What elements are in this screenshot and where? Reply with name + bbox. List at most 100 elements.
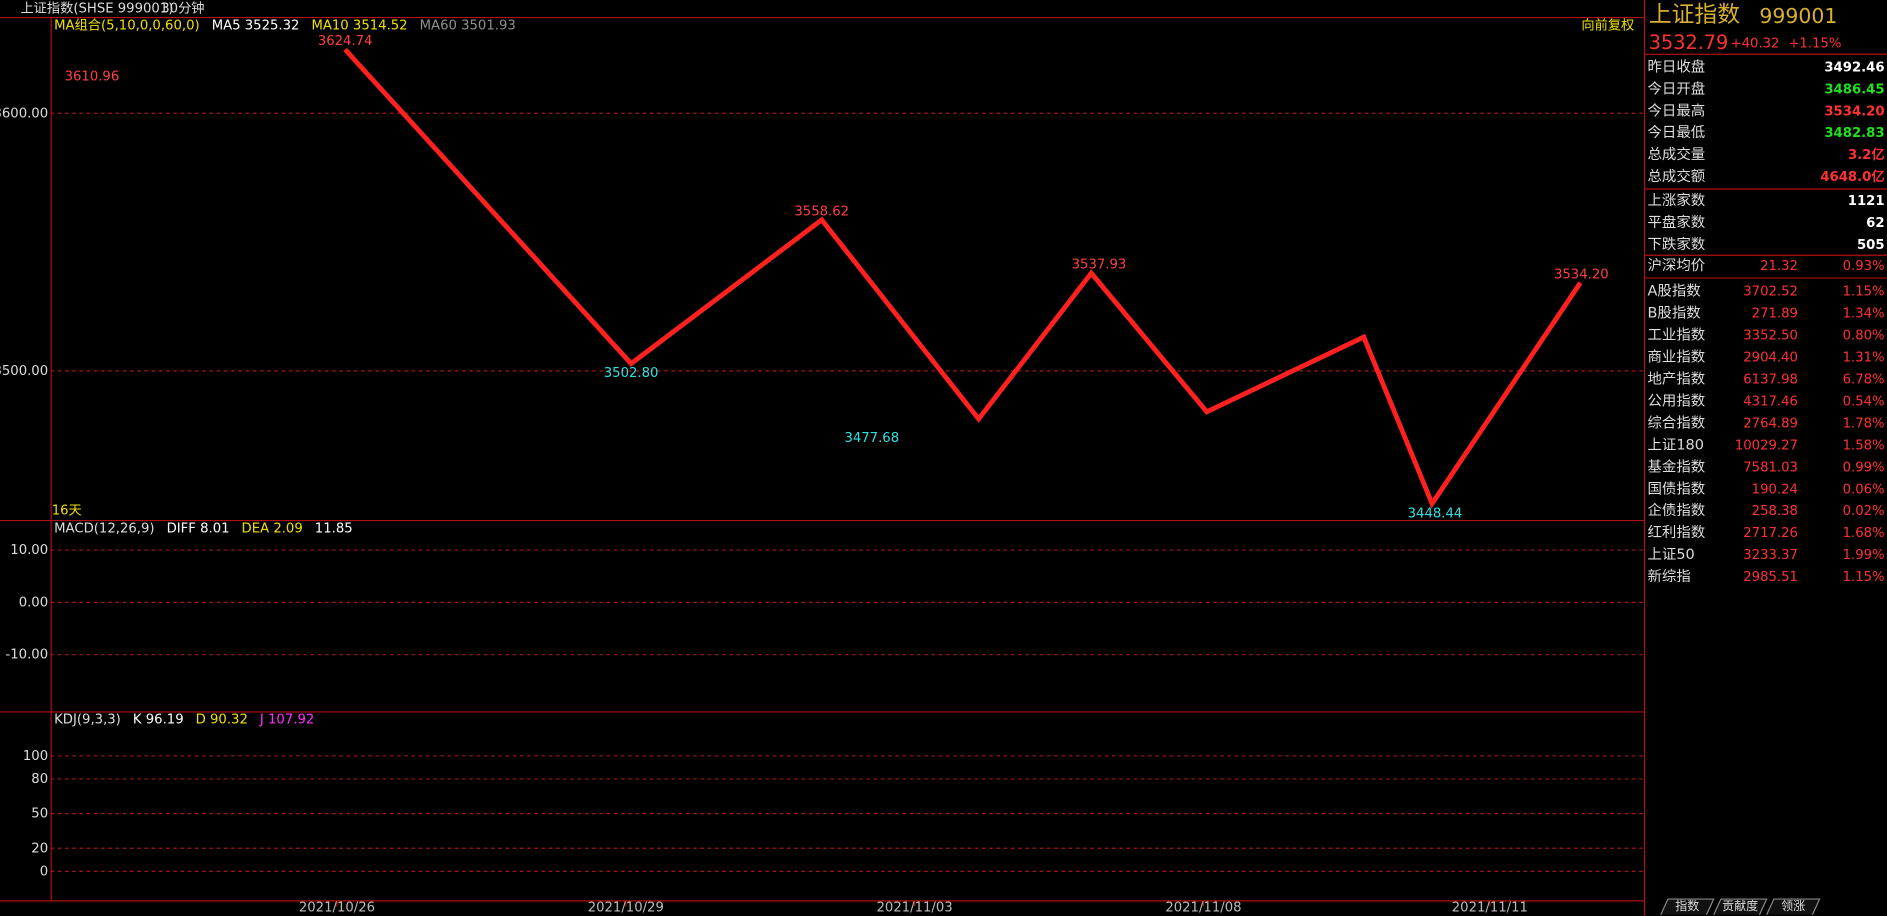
row-label: 今日最低 bbox=[1648, 124, 1706, 141]
legend-item: 11.85 bbox=[315, 521, 353, 536]
row-change: 0.54% bbox=[1843, 394, 1885, 409]
row-value: 3352.50 bbox=[1743, 329, 1798, 344]
row-label: 沪深均价 bbox=[1648, 257, 1706, 274]
quote-name: 上证指数 bbox=[1649, 2, 1741, 28]
x-tick-label: 2021/11/08 bbox=[1165, 900, 1241, 915]
row-change: 0.93% bbox=[1843, 259, 1885, 274]
row-value: 3702.52 bbox=[1743, 285, 1798, 300]
row-label: 上证50 bbox=[1648, 546, 1695, 563]
x-tick-label: 2021/10/29 bbox=[588, 900, 664, 915]
row-change: 0.06% bbox=[1843, 482, 1885, 497]
row-label: 企债指数 bbox=[1648, 502, 1706, 519]
x-tick-label: 2021/11/03 bbox=[877, 900, 953, 915]
row-change: 0.02% bbox=[1843, 504, 1885, 519]
row-value: 62 bbox=[1866, 216, 1884, 231]
row-value: 1121 bbox=[1848, 194, 1885, 209]
y-tick-label: 50 bbox=[31, 807, 48, 822]
symbol-title[interactable]: 上证指数(SHSE 999001) bbox=[20, 1, 173, 17]
legend-item: K 96.19 bbox=[133, 713, 184, 728]
quote-code: 999001 bbox=[1759, 4, 1837, 28]
legend-item: MA60 3501.93 bbox=[420, 18, 516, 33]
row-change: 0.99% bbox=[1843, 460, 1885, 475]
row-value: 3482.83 bbox=[1824, 126, 1884, 141]
y-tick-label: 0.00 bbox=[19, 595, 48, 610]
row-label: 今日最高 bbox=[1648, 102, 1706, 119]
row-change: 1.68% bbox=[1843, 526, 1885, 541]
row-value: 7581.03 bbox=[1743, 460, 1798, 475]
y-tick-label: 80 bbox=[31, 772, 48, 787]
y-tick-label: 3500.00 bbox=[0, 364, 48, 379]
row-label: 平盘家数 bbox=[1648, 213, 1706, 231]
row-label: 工业指数 bbox=[1648, 327, 1706, 344]
tab-label[interactable]: 领涨 bbox=[1781, 898, 1805, 913]
x-tick-label: 2021/11/11 bbox=[1452, 900, 1528, 915]
y-tick-label: 20 bbox=[31, 841, 48, 856]
quote-price: 3532.79 bbox=[1649, 31, 1729, 54]
row-value: 3534.20 bbox=[1824, 104, 1884, 119]
legend-item: MACD(12,26,9) bbox=[54, 521, 154, 536]
row-change: 0.80% bbox=[1843, 329, 1885, 344]
y-tick-label: 3600.00 bbox=[0, 106, 48, 121]
price-annotation: 3610.96 bbox=[65, 70, 120, 85]
row-label: 总成交额 bbox=[1648, 167, 1706, 185]
row-value: 2904.40 bbox=[1743, 351, 1798, 366]
zigzag-line bbox=[343, 47, 1583, 509]
row-value: 2764.89 bbox=[1743, 416, 1798, 431]
x-tick-label: 2021/10/26 bbox=[299, 900, 375, 915]
quote-pct: +1.15% bbox=[1788, 36, 1841, 51]
row-label: 上证180 bbox=[1648, 436, 1704, 453]
legend-item: DEA 2.09 bbox=[242, 521, 303, 536]
row-label: 总成交量 bbox=[1648, 145, 1706, 163]
legend-item: KDJ(9,3,3) bbox=[54, 713, 121, 728]
row-change: 1.15% bbox=[1843, 285, 1885, 300]
price-annotation: 3558.62 bbox=[794, 204, 849, 219]
row-change: 1.31% bbox=[1843, 351, 1885, 366]
row-label: B股指数 bbox=[1648, 305, 1702, 322]
row-value: 3492.46 bbox=[1824, 60, 1884, 75]
row-label: 红利指数 bbox=[1648, 524, 1706, 541]
row-label: 综合指数 bbox=[1648, 414, 1706, 431]
row-value: 10029.27 bbox=[1735, 438, 1798, 453]
row-label: 公用指数 bbox=[1648, 392, 1706, 409]
row-change: 1.34% bbox=[1843, 307, 1885, 322]
row-value: 2717.26 bbox=[1743, 526, 1798, 541]
tab-label[interactable]: 指数 bbox=[1675, 898, 1699, 913]
row-label: 商业指数 bbox=[1648, 349, 1706, 366]
price-annotation: 3537.93 bbox=[1072, 258, 1127, 273]
row-value: 6137.98 bbox=[1743, 372, 1798, 387]
price-annotation: 3624.74 bbox=[318, 34, 373, 49]
row-label: 昨日收盘 bbox=[1648, 57, 1706, 75]
y-tick-label: 10.00 bbox=[10, 543, 48, 558]
row-label: 新综指 bbox=[1648, 568, 1691, 585]
row-value: 3486.45 bbox=[1824, 82, 1884, 97]
row-label: 基金指数 bbox=[1648, 458, 1706, 475]
row-label: A股指数 bbox=[1648, 283, 1702, 300]
price-annotation: 3448.44 bbox=[1408, 506, 1463, 521]
legend-item: DIFF 8.01 bbox=[167, 521, 230, 536]
legend-item: MA5 3525.32 bbox=[212, 18, 300, 33]
tab[interactable] bbox=[1660, 898, 1715, 915]
row-label: 今日开盘 bbox=[1648, 79, 1706, 97]
span-label: 16天 bbox=[52, 503, 82, 518]
legend-item: D 90.32 bbox=[196, 713, 248, 728]
row-change: 1.78% bbox=[1843, 416, 1885, 431]
row-label: 上涨家数 bbox=[1648, 192, 1706, 209]
tab[interactable] bbox=[1713, 898, 1768, 915]
row-change: 1.15% bbox=[1843, 570, 1885, 585]
row-value: 3.2亿 bbox=[1848, 146, 1885, 163]
tab-label[interactable]: 贡献度 bbox=[1722, 898, 1758, 913]
legend-item: J 107.92 bbox=[259, 713, 314, 728]
row-change: 1.58% bbox=[1843, 438, 1885, 453]
legend-item: MA组合(5,10,0,0,60,0) bbox=[54, 17, 200, 33]
adjust-mode[interactable]: 向前复权 bbox=[1581, 16, 1634, 33]
y-tick-label: -10.00 bbox=[6, 648, 49, 663]
period-selector[interactable]: 30分钟 bbox=[161, 0, 204, 17]
tab[interactable] bbox=[1766, 898, 1821, 915]
row-value: 21.32 bbox=[1760, 259, 1798, 274]
legend-item: MA10 3514.52 bbox=[311, 18, 407, 33]
row-change: 1.99% bbox=[1843, 548, 1885, 563]
price-annotation: 3534.20 bbox=[1554, 267, 1609, 282]
row-value: 190.24 bbox=[1752, 482, 1798, 497]
